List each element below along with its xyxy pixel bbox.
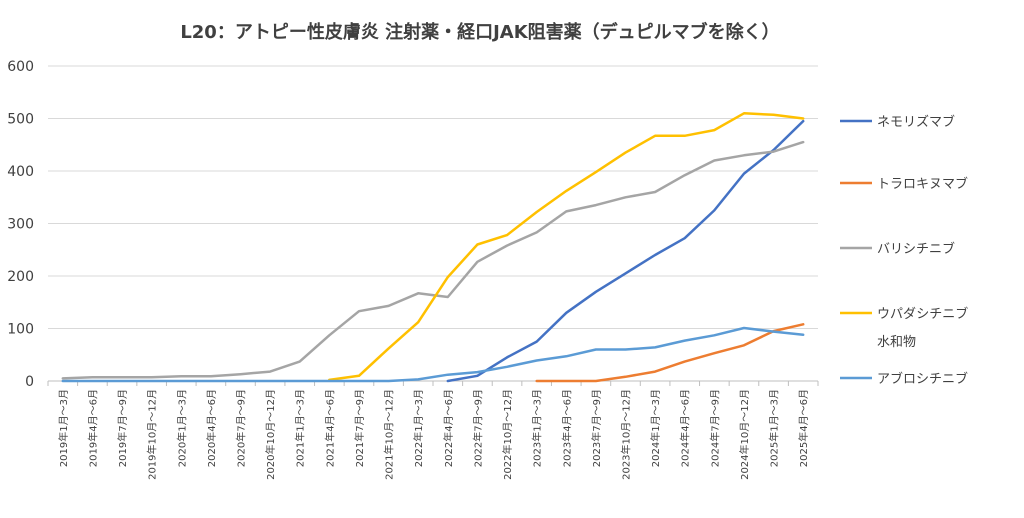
legend-label: アブロシチニブ bbox=[877, 371, 968, 387]
x-tick-label: 2019年4月～6月 bbox=[86, 389, 99, 467]
y-tick-label: 300 bbox=[7, 217, 34, 233]
x-tick-label: 2021年7月～9月 bbox=[353, 389, 366, 467]
y-tick-label: 500 bbox=[7, 112, 34, 128]
x-tick-label: 2020年4月～6月 bbox=[205, 389, 218, 467]
chart-title: L20：アトピー性皮膚炎 注射薬・経口JAK阻害薬（デュピルマブを除く） bbox=[180, 21, 779, 43]
series-line bbox=[446, 119, 805, 383]
x-tick-label: 2024年1月～3月 bbox=[649, 389, 662, 467]
series-line bbox=[61, 140, 805, 380]
legend-label: トラロキヌマブ bbox=[877, 176, 968, 192]
x-tick-label: 2019年1月～3月 bbox=[57, 389, 70, 467]
x-tick-label: 2020年1月～3月 bbox=[175, 389, 188, 467]
x-tick-label: 2025年4月～6月 bbox=[797, 389, 810, 467]
series-line bbox=[535, 323, 805, 383]
x-tick-label: 2024年4月～6月 bbox=[679, 389, 692, 467]
legend-entry: トラロキヌマブ bbox=[840, 176, 968, 192]
series-1 bbox=[446, 119, 805, 383]
x-tick-label: 2024年10月～12月 bbox=[738, 389, 751, 480]
x-tick-label: 2022年10月～12月 bbox=[501, 389, 514, 480]
x-tick-label: 2019年10月～12月 bbox=[146, 389, 159, 480]
gridlines bbox=[48, 65, 818, 329]
y-tick-label: 600 bbox=[7, 59, 34, 75]
series-line bbox=[328, 112, 805, 382]
x-tick-label: 2022年1月～3月 bbox=[412, 389, 425, 467]
x-tick-label: 2019年7月～9月 bbox=[116, 389, 129, 467]
legend-label: バリシチニブ bbox=[877, 241, 955, 257]
y-tick-label: 100 bbox=[7, 322, 34, 338]
series-2 bbox=[535, 323, 805, 383]
x-tick-label: 2020年7月～9月 bbox=[235, 389, 248, 467]
y-tick-label: 0 bbox=[25, 374, 34, 390]
x-tick-label: 2023年10月～12月 bbox=[620, 389, 633, 480]
series-5 bbox=[61, 326, 805, 383]
x-tick-label: 2021年10月～12月 bbox=[383, 389, 396, 480]
series-4 bbox=[328, 112, 805, 382]
legend-entry: ネモリズマブ bbox=[840, 114, 955, 130]
legend-label: ネモリズマブ bbox=[877, 114, 955, 130]
legend-entry: バリシチニブ bbox=[840, 241, 955, 257]
x-tick-label: 2021年1月～3月 bbox=[294, 389, 307, 467]
series-3 bbox=[61, 140, 805, 380]
x-tick-label: 2025年1月～3月 bbox=[768, 389, 781, 467]
x-tick-label: 2023年7月～9月 bbox=[590, 389, 603, 467]
y-tick-label: 200 bbox=[7, 269, 34, 285]
x-tick-label: 2023年4月～6月 bbox=[560, 389, 573, 467]
x-tick-label: 2022年7月～9月 bbox=[471, 389, 484, 467]
series-line bbox=[61, 326, 805, 383]
series-lines bbox=[61, 112, 805, 383]
legend-entry: アブロシチニブ bbox=[840, 371, 968, 387]
legend-label: 水和物 bbox=[877, 335, 916, 350]
x-tick-label: 2021年4月～6月 bbox=[323, 389, 336, 467]
x-tick-label: 2020年10月～12月 bbox=[264, 389, 277, 480]
y-tick-label: 400 bbox=[7, 164, 34, 180]
x-tick-label: 2024年7月～9月 bbox=[708, 389, 721, 467]
x-tick-label: 2022年4月～6月 bbox=[442, 389, 455, 467]
axes: 0 100 200 300 400 500 600 2019年1月～3月 2019年4月～6月 2… bbox=[7, 59, 819, 480]
x-tick-label: 2023年1月～3月 bbox=[531, 389, 544, 467]
legend-label: ウパダシチニブ bbox=[877, 306, 968, 322]
